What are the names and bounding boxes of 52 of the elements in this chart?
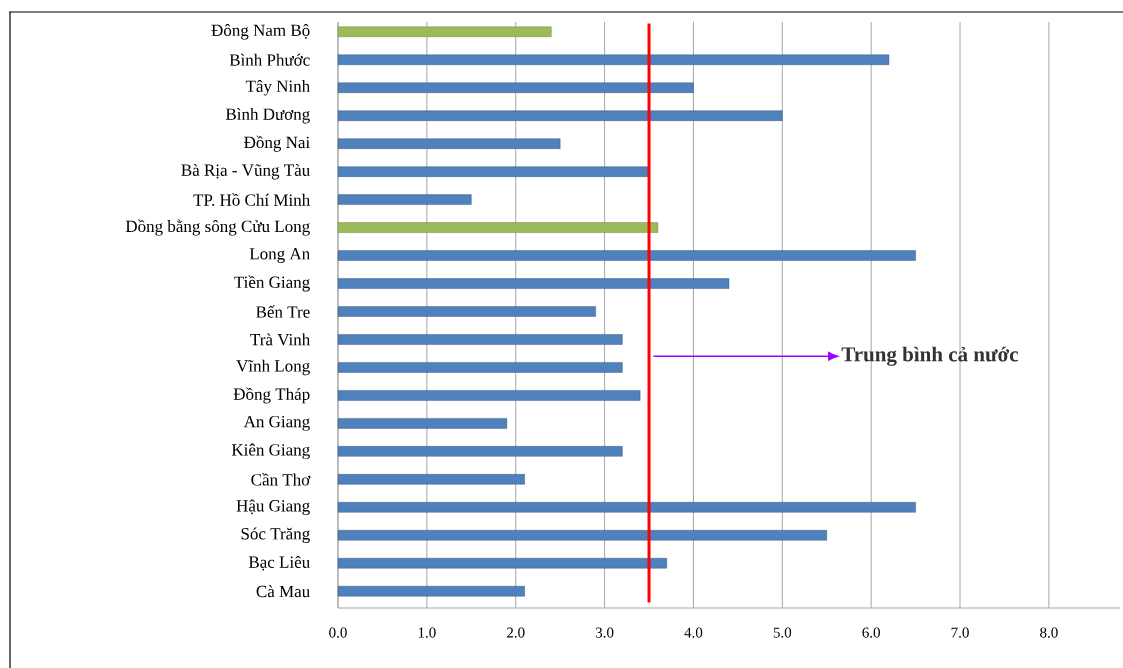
y-tick-label: An Giang	[243, 415, 310, 431]
bar	[337, 194, 472, 205]
y-tick-label: Hậu Giang	[236, 499, 310, 516]
y-tick-label: Tiền Giang	[234, 275, 310, 292]
bar	[337, 250, 916, 261]
bar	[337, 446, 623, 457]
x-tick-label: 0.0	[329, 627, 347, 638]
bar	[337, 138, 561, 149]
bar	[337, 166, 650, 177]
bar	[337, 306, 596, 317]
bar	[337, 362, 623, 373]
ref-line-label: Trung bình cả nước	[841, 346, 1019, 366]
x-tick-label: 8.0	[1040, 627, 1058, 638]
bar	[337, 474, 525, 485]
y-tick-label: Bình Phước	[229, 53, 310, 66]
y-tick-label: Bến Tre	[256, 305, 310, 318]
bar	[337, 418, 508, 429]
y-tick-label: Bà Rịa - Vũng Tàu	[181, 163, 310, 180]
bar	[337, 278, 730, 289]
y-tick-label: Bạc Liêu	[248, 555, 310, 571]
bar	[337, 54, 890, 65]
y-tick-label: Vĩnh Long	[236, 359, 310, 376]
y-tick-label: Trà Vinh	[250, 333, 310, 346]
y-tick-label: Long An	[249, 248, 310, 263]
x-tick-label: 2.0	[507, 627, 525, 638]
y-tick-label: Đồng Nai	[244, 135, 310, 152]
x-tick-label: 4.0	[684, 627, 703, 638]
y-tick-label: Sóc Trăng	[241, 527, 310, 544]
bar	[337, 334, 623, 345]
y-tick-label: Kiên Giang	[231, 443, 310, 460]
y-tick-label: Bình Dương	[225, 107, 310, 124]
bar	[337, 502, 916, 513]
y-tick-label: Cần Thơ	[251, 473, 311, 486]
bar	[337, 390, 641, 401]
x-tick-label: 5.0	[773, 627, 792, 638]
y-tick-label: Đồng Tháp	[233, 387, 310, 404]
bar	[337, 530, 827, 541]
bar	[337, 82, 694, 93]
y-tick-label: Dồng bằng sông Cửu Long	[125, 219, 310, 236]
x-tick-label: 7.0	[951, 627, 969, 638]
x-tick-label: 3.0	[595, 627, 614, 638]
y-tick-label: Tây Ninh	[245, 79, 310, 96]
bar	[337, 110, 783, 121]
y-tick-label: TP. Hồ Chí Minh	[193, 193, 310, 206]
y-tick-label: Đông Nam Bộ	[211, 24, 310, 40]
x-tick-label: 6.0	[862, 627, 880, 638]
bar	[337, 222, 659, 233]
x-tick-label: 1.0	[418, 627, 436, 638]
bar	[337, 558, 667, 569]
y-tick-label: Cà Mau	[256, 585, 310, 598]
bar	[337, 586, 525, 597]
bar	[337, 26, 552, 37]
